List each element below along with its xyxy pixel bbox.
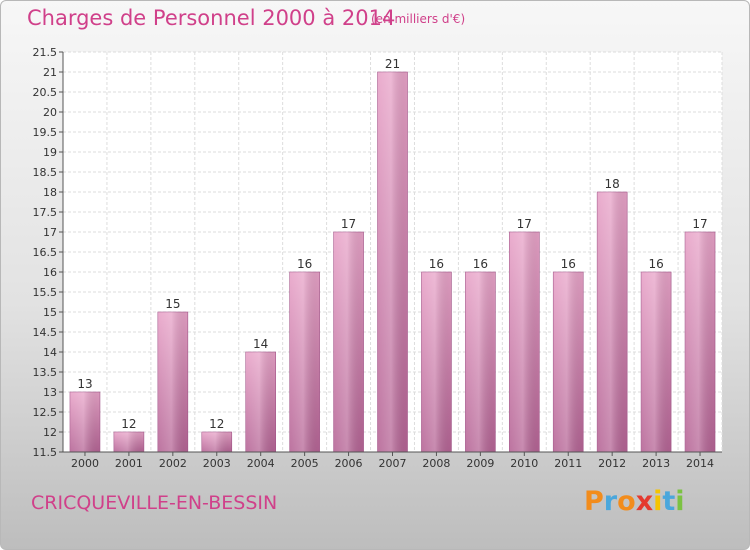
value-label: 14 xyxy=(253,337,268,351)
y-tick-label: 16 xyxy=(43,266,57,279)
bar-shine xyxy=(245,352,276,452)
y-tick-label: 13 xyxy=(43,386,57,399)
logo-letter: i xyxy=(675,486,685,517)
x-tick-label: 2007 xyxy=(379,457,407,470)
axes xyxy=(59,51,722,456)
bar-shine xyxy=(201,432,232,452)
y-tick-label: 12.5 xyxy=(33,406,58,419)
bar-shine xyxy=(377,72,408,452)
value-label: 16 xyxy=(429,257,444,271)
y-tick-label: 18.5 xyxy=(33,166,58,179)
y-tick-label: 15.5 xyxy=(33,286,58,299)
x-tick-label: 2005 xyxy=(291,457,319,470)
chart-title: Charges de Personnel 2000 à 2014 xyxy=(27,6,396,30)
value-label: 18 xyxy=(605,177,620,191)
y-tick-label: 12 xyxy=(43,426,57,439)
proxiti-logo: Proxiti xyxy=(584,486,685,517)
y-tick-label: 15 xyxy=(43,306,57,319)
x-tick-label: 2009 xyxy=(466,457,494,470)
bar-shine xyxy=(597,192,628,452)
bar-shine xyxy=(685,232,716,452)
x-tick-label: 2010 xyxy=(510,457,538,470)
x-tick-label: 2013 xyxy=(642,457,670,470)
value-label: 13 xyxy=(77,377,92,391)
bar-shine xyxy=(509,232,540,452)
logo-letter: t xyxy=(662,486,676,517)
x-tick-label: 2001 xyxy=(115,457,143,470)
bar-shine xyxy=(69,392,100,452)
y-tick-label: 18 xyxy=(43,186,57,199)
value-label: 16 xyxy=(473,257,488,271)
value-label: 16 xyxy=(561,257,576,271)
bar-shine xyxy=(465,272,496,452)
value-label: 16 xyxy=(648,257,663,271)
value-label: 12 xyxy=(209,417,224,431)
logo-letter: o xyxy=(617,486,636,517)
y-tick-label: 11.5 xyxy=(33,446,58,459)
value-label: 12 xyxy=(121,417,136,431)
y-tick-label: 19.5 xyxy=(33,126,58,139)
bar-shine xyxy=(333,232,364,452)
logo-letter: r xyxy=(603,486,618,517)
city-name: CRICQUEVILLE-EN-BESSIN xyxy=(31,492,278,514)
x-tick-label: 2014 xyxy=(686,457,714,470)
value-label: 16 xyxy=(297,257,312,271)
value-label: 21 xyxy=(385,57,400,71)
y-tick-label: 21 xyxy=(43,66,57,79)
x-tick-label: 2008 xyxy=(422,457,450,470)
y-tick-label: 17.5 xyxy=(33,206,58,219)
y-tick-label: 14.5 xyxy=(33,326,58,339)
bar-shine xyxy=(289,272,320,452)
x-tick-label: 2003 xyxy=(203,457,231,470)
bar-shine xyxy=(641,272,672,452)
y-tick-label: 19 xyxy=(43,146,57,159)
y-tick-label: 16.5 xyxy=(33,246,58,259)
x-tick-label: 2004 xyxy=(247,457,275,470)
value-label: 17 xyxy=(692,217,707,231)
bar-shine xyxy=(157,312,188,452)
labels: 11.5 12 12.5 13 13.5 14 14.5 15 15.5 16 16.5 17 17.5… xyxy=(33,46,715,470)
value-label: 17 xyxy=(341,217,356,231)
x-tick-label: 2011 xyxy=(554,457,582,470)
y-tick-label: 14 xyxy=(43,346,57,359)
bar-shine xyxy=(421,272,452,452)
x-tick-label: 2002 xyxy=(159,457,187,470)
y-tick-label: 13.5 xyxy=(33,366,58,379)
y-tick-label: 17 xyxy=(43,226,57,239)
x-tick-label: 2006 xyxy=(335,457,363,470)
logo-letter: i xyxy=(653,486,663,517)
bars xyxy=(69,71,716,453)
x-tick-label: 2000 xyxy=(71,457,99,470)
value-label: 15 xyxy=(165,297,180,311)
bar-shine xyxy=(553,272,584,452)
logo-letter: x xyxy=(635,486,654,517)
value-label: 17 xyxy=(517,217,532,231)
grid xyxy=(62,51,723,453)
x-tick-label: 2012 xyxy=(598,457,626,470)
units-label: (en milliers d'€) xyxy=(371,12,466,26)
bar-shine xyxy=(113,432,144,452)
y-tick-label: 20.5 xyxy=(33,86,58,99)
y-tick-label: 20 xyxy=(43,106,57,119)
y-tick-label: 21.5 xyxy=(33,46,58,59)
logo-letter: P xyxy=(584,486,604,517)
